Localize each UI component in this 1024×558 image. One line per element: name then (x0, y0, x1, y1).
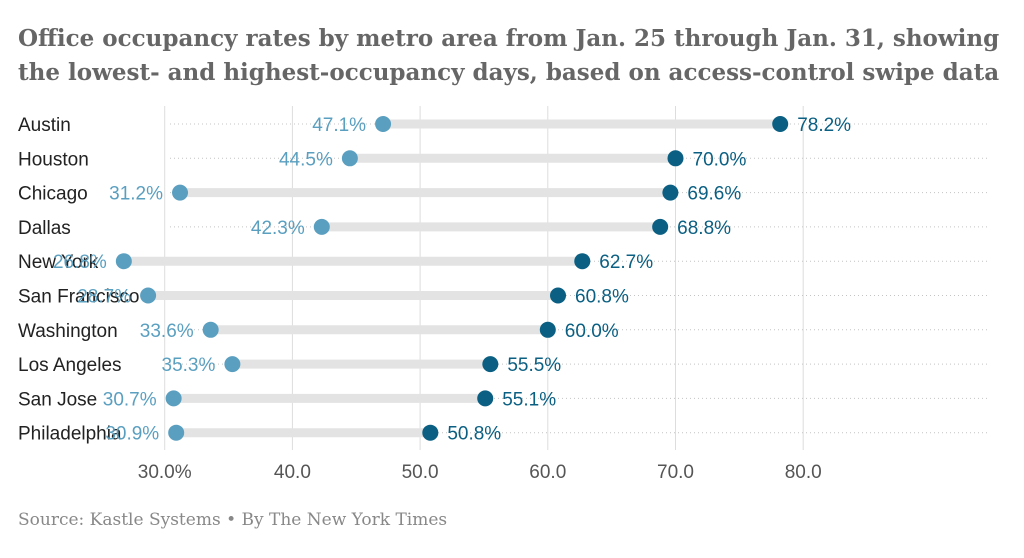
x-tick-label: 50.0 (402, 462, 439, 483)
high-value-label: 60.8% (575, 287, 629, 308)
high-point (662, 184, 679, 201)
low-point (224, 356, 241, 373)
chart-title: Office occupancy rates by metro area fro… (18, 25, 1000, 86)
high-point (539, 321, 556, 338)
row-los-angeles: Los Angeles 35.3% 55.5% (18, 355, 990, 376)
row-dallas: Dallas 42.3% 68.8% (18, 218, 990, 239)
low-point (375, 116, 392, 132)
high-value-label: 78.2% (797, 115, 851, 136)
low-value-label: 33.6% (140, 321, 194, 342)
low-value-label: 28.7% (77, 287, 131, 308)
x-tick-label: 30.0% (138, 462, 192, 483)
low-value-label: 35.3% (162, 355, 216, 376)
high-point (550, 287, 567, 304)
row-austin: Austin 47.1% 78.2% (18, 115, 990, 136)
category-label: Houston (18, 149, 89, 170)
x-tick-label: 40.0 (274, 462, 311, 483)
high-value-label: 69.6% (687, 184, 741, 205)
category-label: Los Angeles (18, 355, 122, 376)
high-point (667, 150, 684, 167)
category-label: Austin (18, 115, 71, 136)
x-tick-label: 80.0 (785, 462, 822, 483)
category-label: Philadelphia (18, 424, 122, 445)
x-tick-label: 70.0 (657, 462, 694, 483)
low-point (313, 218, 330, 235)
category-label: New York (18, 252, 99, 273)
low-point (165, 390, 182, 407)
high-value-label: 55.5% (507, 355, 561, 376)
high-value-label: 55.1% (502, 389, 556, 410)
row-san-jose: San Jose 30.7% 55.1% (18, 389, 990, 410)
low-point (202, 321, 219, 338)
x-axis: 30.0% 40.0 50.0 60.0 70.0 80.0 (138, 462, 822, 483)
high-value-label: 60.0% (565, 321, 619, 342)
low-value-label: 47.1% (312, 115, 366, 136)
low-value-label: 26.8% (53, 252, 107, 273)
high-point (772, 116, 789, 132)
high-point (574, 253, 591, 270)
rows-layer: Austin 47.1% 78.2% Houston 44.5% 70.0% Chicago… (18, 115, 990, 445)
category-label: Washington (18, 321, 118, 342)
category-label: San Francisco (18, 287, 139, 308)
high-point (422, 424, 439, 441)
row-washington: Washington 33.6% 60.0% (18, 321, 990, 342)
high-point (477, 390, 494, 407)
row-houston: Houston 44.5% 70.0% (18, 149, 990, 170)
high-value-label: 70.0% (693, 149, 747, 170)
high-point (652, 218, 669, 235)
low-value-label: 30.9% (105, 424, 159, 445)
high-value-label: 62.7% (599, 252, 653, 273)
source-credit: Source: Kastle Systems • By The New York… (18, 510, 448, 530)
low-point (172, 184, 189, 201)
high-value-label: 50.8% (447, 424, 501, 445)
low-value-label: 42.3% (251, 218, 305, 239)
low-point (140, 287, 157, 304)
low-point (168, 424, 185, 441)
low-point (115, 253, 132, 270)
low-value-label: 44.5% (279, 149, 333, 170)
low-value-label: 31.2% (109, 184, 163, 205)
category-label: Chicago (18, 184, 88, 205)
x-tick-label: 60.0 (529, 462, 566, 483)
row-chicago: Chicago 31.2% 69.6% (18, 184, 990, 205)
category-label: Dallas (18, 218, 71, 239)
low-point (341, 150, 358, 167)
high-point (482, 356, 499, 373)
low-value-label: 30.7% (103, 389, 157, 410)
category-label: San Jose (18, 389, 97, 410)
high-value-label: 68.8% (677, 218, 731, 239)
